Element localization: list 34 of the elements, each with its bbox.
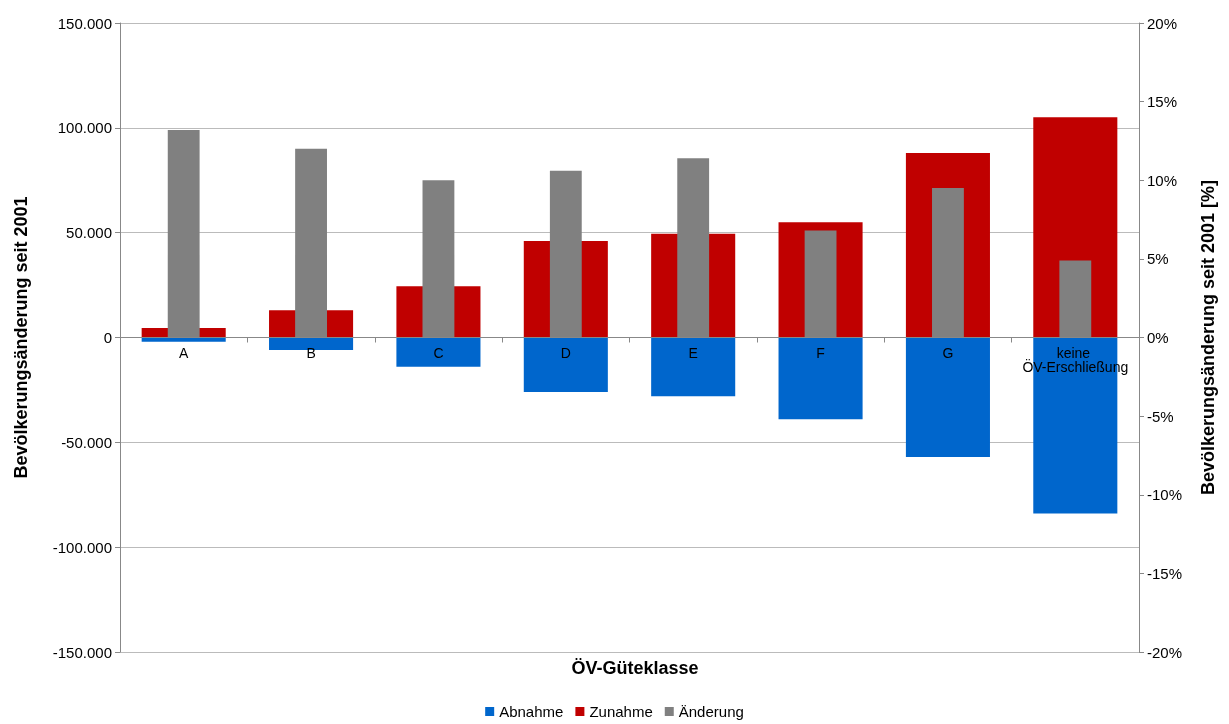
bar [778, 337, 863, 420]
bar [523, 337, 608, 393]
y2-tick-label: 15% [1147, 93, 1178, 111]
y2-tick-label: 5% [1147, 250, 1169, 268]
y-tick-label: 100.000 [57, 119, 112, 137]
y-axis-title: Bevölkerungsänderung seit 2001 [11, 196, 31, 479]
y2-tick-label: -10% [1147, 486, 1183, 504]
x-tick-label: G [942, 344, 954, 361]
x-axis-title: ÖV-Güteklasse [571, 658, 699, 678]
y-tick-label: 0 [103, 329, 112, 346]
y-tick-label: 50.000 [66, 224, 112, 242]
y2-axis-title: Bevölkerungsänderung seit 2001 [%] [1198, 179, 1218, 496]
y-tick-label: 150.000 [57, 14, 112, 32]
y2-tick-label: -20% [1147, 643, 1183, 661]
y2-tick-label: 0% [1147, 329, 1169, 346]
y2-tick-label: 10% [1147, 171, 1178, 189]
legend-label: Änderung [678, 703, 744, 720]
y-tick-label: -100.000 [52, 538, 112, 556]
y2-tick-label: -15% [1147, 564, 1183, 582]
x-tick-label: F [816, 344, 825, 361]
bar [396, 337, 481, 367]
y2-tick-label: 20% [1147, 14, 1178, 32]
bar [651, 337, 736, 397]
y-tick-label: -50.000 [61, 433, 112, 451]
bar [905, 337, 990, 458]
x-tick-label: D [560, 344, 571, 361]
x-tick-label: E [688, 344, 698, 361]
legend-label: Zunahme [589, 703, 653, 720]
y-tick-label: -150.000 [52, 643, 112, 661]
legend-label: Abnahme [499, 703, 564, 720]
y2-tick-label: -5% [1147, 407, 1174, 425]
x-tick-label: C [433, 344, 444, 361]
x-tick-label: A [179, 344, 190, 361]
bar [141, 337, 226, 342]
